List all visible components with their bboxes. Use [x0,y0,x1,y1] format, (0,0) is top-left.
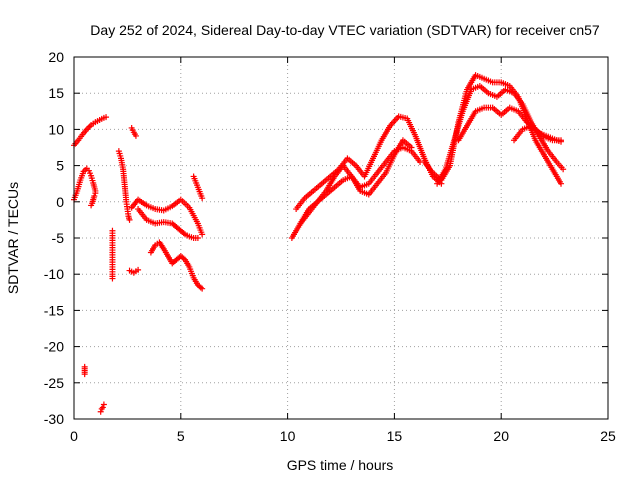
series-arc-13 [190,173,206,202]
y-tick-label: 0 [56,194,64,210]
data-point [81,371,88,378]
y-tick-label: 20 [48,49,64,65]
series-arc-01 [71,114,110,149]
data-point [92,190,99,197]
x-tick-label: 15 [387,428,403,444]
series-arc-06 [109,227,116,282]
y-tick-label: 5 [56,158,64,174]
y-tick-label: -10 [44,266,64,282]
data-point [100,401,107,408]
x-tick-label: 0 [70,428,78,444]
data-point [135,266,142,273]
y-tick-label: -15 [44,302,64,318]
y-tick-label: 10 [48,121,64,137]
series-arc-07 [115,148,133,223]
series-arc-12 [147,239,206,292]
x-tick-label: 5 [177,428,185,444]
x-tick-label: 25 [600,428,616,444]
series-arc-09 [128,124,139,139]
data-point [103,114,110,121]
data-point [199,195,206,202]
plot-frame [73,56,609,420]
series-arc-20 [511,122,565,145]
y-tick-label: -20 [44,339,64,355]
data-point [99,404,106,411]
y-axis-label: SDTVAR / TECUs [5,182,21,294]
data-point [558,138,565,145]
data-point [97,408,104,415]
data-point [560,166,567,173]
data-points [71,72,567,415]
series-arc-11 [135,206,201,241]
y-tick-label: -30 [44,411,64,427]
data-point [558,180,565,187]
data-point [408,144,415,151]
data-point [91,193,98,200]
data-point [85,124,92,131]
x-axis-label: GPS time / hours [287,457,394,473]
series-arc-04 [81,363,88,378]
series-arc-08 [126,266,142,276]
data-point [199,231,206,238]
y-tick-label: -5 [52,230,65,246]
series-arc-16 [297,137,415,227]
series-arc-05 [97,401,107,415]
x-tick-label: 20 [493,428,509,444]
data-point [194,235,201,241]
series-arc-10 [128,196,206,238]
data-point [126,216,133,223]
series-arc-02 [71,165,99,203]
chart-title: Day 252 of 2024, Sidereal Day-to-day VTE… [90,22,600,38]
axis-ticks: 0 5 10 15 20 25 20 15 10 5 0 -5 -10 -15 -20 -25 -30 [44,49,616,444]
data-point [109,275,116,282]
data-point [132,132,139,139]
y-tick-label: 15 [48,85,64,101]
data-point [199,285,206,292]
series-arc-03 [88,190,99,209]
x-tick-label: 10 [280,428,296,444]
data-point [86,123,93,130]
y-tick-label: -25 [44,375,64,391]
